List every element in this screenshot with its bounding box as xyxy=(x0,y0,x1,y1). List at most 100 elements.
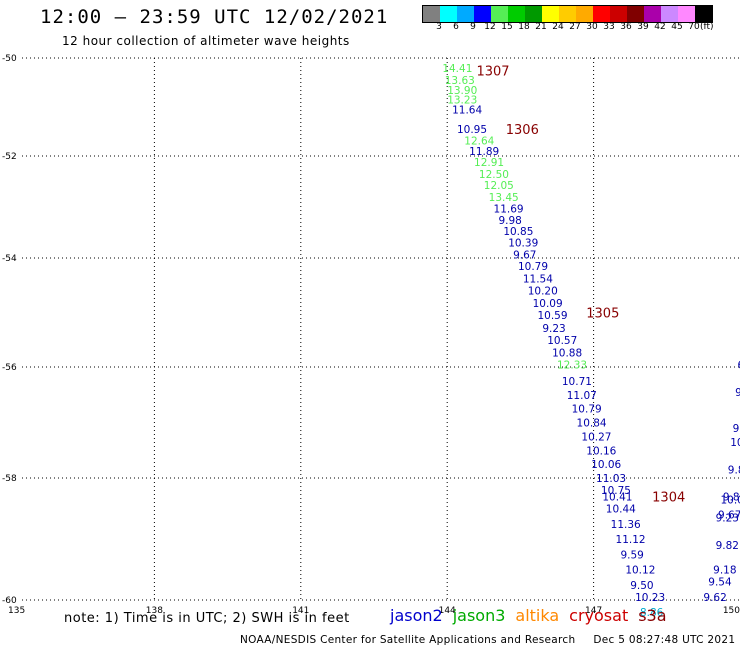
legend-label: 30 xyxy=(586,22,598,32)
satellite-cryosat-label: cryosat xyxy=(569,606,629,625)
wave-height-value: 10.12 xyxy=(625,565,655,577)
wave-height-value: 9.18 xyxy=(713,565,736,577)
credit-line: NOAA/NESDIS Center for Satellite Applica… xyxy=(240,634,735,646)
legend-label: 39 xyxy=(637,22,649,32)
wave-height-value: 9 xyxy=(735,387,740,399)
legend-label: 33 xyxy=(603,22,615,32)
wave-height-value: 10.57 xyxy=(547,335,577,347)
latitude-label: -52 xyxy=(2,152,17,162)
legend-swatch xyxy=(423,6,440,22)
wave-height-value: 8.86 xyxy=(640,607,664,619)
wave-height-value: 11.69 xyxy=(494,204,524,216)
legend-label: 9 xyxy=(470,22,476,32)
wave-height-value: 9.98 xyxy=(498,215,521,227)
wave-height-value: 11.89 xyxy=(469,146,499,158)
wave-height-value: 12.33 xyxy=(557,359,587,371)
wave-height-value: 13.90 xyxy=(447,85,477,97)
wave-height-value: 9.59 xyxy=(620,549,643,561)
legend-label: 6 xyxy=(453,22,459,32)
wave-height-value: 9.67 xyxy=(513,249,536,261)
pass-time-label: 1305 xyxy=(586,307,619,322)
legend-swatch xyxy=(542,6,559,22)
wave-height-value: 10.02 xyxy=(720,494,740,506)
legend-swatch xyxy=(508,6,525,22)
wave-height-value: 10.79 xyxy=(572,404,602,416)
latitude-label: -58 xyxy=(2,474,17,484)
wave-height-value: 9.8 xyxy=(728,465,740,477)
legend-swatch xyxy=(491,6,508,22)
wave-height-value: 9.23 xyxy=(716,513,739,525)
wave-height-value: 10.44 xyxy=(606,504,636,516)
latitude-label: -54 xyxy=(2,254,17,264)
latitude-label: -56 xyxy=(2,363,17,373)
legend-swatch xyxy=(576,6,593,22)
footer-note: note: 1) Time is in UTC; 2) SWH is in fe… xyxy=(64,611,350,626)
legend-label: 45 xyxy=(671,22,683,32)
wave-height-value: 9.54 xyxy=(708,577,732,589)
legend-label: 15 xyxy=(501,22,513,32)
legend-swatch xyxy=(695,6,712,22)
pass-time-label: 1307 xyxy=(476,64,509,79)
wave-height-value: 12.50 xyxy=(479,169,509,181)
wave-height-value: 10.27 xyxy=(581,431,611,443)
legend-label: 27 xyxy=(569,22,581,32)
wave-height-value: 9.8 xyxy=(733,423,740,435)
wave-height-value: 10.88 xyxy=(552,347,582,359)
longitude-label: 135 xyxy=(8,606,25,616)
legend-label: 18 xyxy=(518,22,530,32)
wave-height-value: 10.84 xyxy=(577,418,607,430)
wave-height-value: 9.50 xyxy=(630,580,653,592)
legend-unit: (ft) xyxy=(700,22,714,32)
wave-height-value: 11.12 xyxy=(616,534,646,546)
map-title: 12:00 – 23:59 UTC 12/02/2021 xyxy=(40,6,389,28)
legend-swatch xyxy=(474,6,491,22)
wave-height-value: 10.71 xyxy=(562,376,592,388)
wave-height-value: 10.41 xyxy=(602,491,632,503)
wave-height-value: 10.75 xyxy=(601,485,631,497)
longitude-label: 144 xyxy=(439,606,456,616)
legend-label: 42 xyxy=(654,22,666,32)
longitude-label: 150 xyxy=(723,606,740,616)
wave-height-value: 10.23 xyxy=(635,592,665,604)
satellite-s3a-label: s3a xyxy=(638,606,667,625)
color-scale-legend xyxy=(422,5,713,23)
wave-height-value: 9.82 xyxy=(716,540,739,552)
latitude-label: -50 xyxy=(2,54,17,64)
credit-text: NOAA/NESDIS Center for Satellite Applica… xyxy=(240,634,576,646)
latitude-label: -60 xyxy=(2,596,17,606)
wave-height-value: 10. xyxy=(730,437,740,449)
wave-height-value: 11.54 xyxy=(523,274,553,286)
legend-label: 24 xyxy=(552,22,564,32)
wave-height-value: 6 xyxy=(738,359,740,371)
wave-height-value: 10.59 xyxy=(537,310,567,322)
wave-height-value: 13.63 xyxy=(445,75,475,87)
generated-timestamp: Dec 5 08:27:48 UTC 2021 xyxy=(593,634,736,646)
wave-height-value: 11.07 xyxy=(567,390,597,402)
wave-height-value: 12.05 xyxy=(484,180,514,192)
legend-label: 3 xyxy=(436,22,442,32)
wave-height-value: 10.79 xyxy=(518,261,548,273)
wave-height-value: 13.45 xyxy=(489,192,519,204)
wave-height-value: 10.85 xyxy=(503,226,533,238)
legend-label: 12 xyxy=(484,22,496,32)
legend-swatch xyxy=(457,6,474,22)
legend-swatch xyxy=(559,6,576,22)
map-subtitle: 12 hour collection of altimeter wave hei… xyxy=(62,34,350,48)
wave-height-value: 10.09 xyxy=(533,298,563,310)
wave-height-value: 9.67 xyxy=(718,510,740,522)
wave-height-value: 10.39 xyxy=(508,238,538,250)
satellite-jason2-label: jason2 xyxy=(390,606,443,625)
legend-label: 70 xyxy=(688,22,700,32)
wave-height-value: 11.03 xyxy=(596,473,626,485)
wave-height-value: 12.64 xyxy=(464,135,494,147)
wave-height-value: 9.23 xyxy=(542,323,565,335)
wave-height-value: 9.62 xyxy=(703,592,726,604)
wave-height-value: 10.16 xyxy=(586,445,616,457)
pass-time-label: 1306 xyxy=(506,123,539,138)
legend-swatch xyxy=(644,6,661,22)
wave-height-value: 11.36 xyxy=(611,519,641,531)
longitude-label: 138 xyxy=(146,606,163,616)
satellite-altika-label: altika xyxy=(515,606,560,625)
wave-height-value: 10.06 xyxy=(591,459,621,471)
